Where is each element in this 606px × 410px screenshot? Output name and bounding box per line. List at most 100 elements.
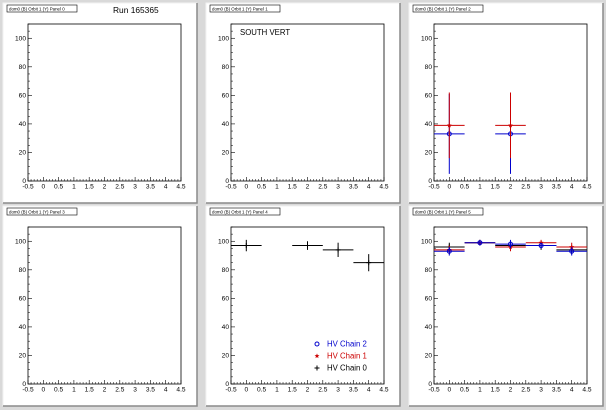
x-tick-label: 3.5 — [146, 387, 155, 394]
x-tick-label: 1 — [72, 387, 76, 394]
x-tick-label: 3.5 — [349, 184, 358, 191]
x-tick-label: -0.5 — [22, 387, 34, 394]
data-point — [366, 260, 372, 266]
data-point — [446, 122, 452, 128]
x-tick-label: 1 — [72, 184, 76, 191]
pad-bevel-light — [2, 2, 197, 203]
x-tick-label: 1 — [275, 387, 279, 394]
x-tick-label: 4 — [367, 184, 371, 191]
pad-bevel-dark — [3, 206, 198, 407]
x-tick-label: 1.5 — [288, 184, 297, 191]
legend-label: HV Chain 1 — [327, 352, 367, 361]
x-tick-label: 3 — [133, 184, 137, 191]
y-tick-label: 20 — [425, 353, 433, 360]
y-tick-label: 60 — [222, 93, 230, 100]
pad-background — [206, 3, 400, 203]
pad-title: dom0 (B) Orbit 1 (Y) Panel 3 — [9, 210, 65, 215]
x-tick-label: 4 — [570, 387, 574, 394]
data-point — [508, 241, 513, 247]
y-tick-label: 40 — [425, 121, 433, 128]
x-tick-label: 0 — [447, 184, 451, 191]
pad-background — [3, 206, 197, 406]
data-point — [538, 240, 544, 245]
x-tick-label: 0 — [447, 387, 451, 394]
x-tick-label: 1 — [478, 184, 482, 191]
y-tick-label: 0 — [428, 381, 432, 388]
data-point — [508, 122, 513, 128]
x-tick-label: 3.5 — [146, 184, 155, 191]
pad-title-box — [412, 4, 484, 13]
x-tick-label: -0.5 — [225, 387, 237, 394]
y-tick-label: 20 — [222, 150, 230, 157]
data-point — [538, 243, 544, 249]
y-tick-label: 40 — [425, 324, 433, 331]
x-tick-label: 0 — [244, 184, 248, 191]
x-tick-label: 1.5 — [491, 387, 500, 394]
pad-title-box — [6, 207, 78, 216]
y-tick-label: 80 — [222, 267, 230, 274]
pad-bevel-light — [2, 205, 197, 406]
y-tick-label: 80 — [425, 64, 433, 71]
x-tick-label: 4 — [367, 387, 371, 394]
data-point — [446, 248, 452, 254]
pad-title-box — [209, 207, 281, 216]
data-point — [477, 240, 483, 246]
data-point — [569, 244, 575, 250]
x-tick-label: 3 — [133, 387, 137, 394]
pad-bevel-dark — [409, 206, 604, 407]
y-tick-label: 80 — [425, 267, 433, 274]
y-tick-label: 60 — [19, 296, 27, 303]
x-tick-label: 0.5 — [54, 184, 63, 191]
y-tick-label: 20 — [222, 353, 230, 360]
y-tick-label: 100 — [421, 35, 432, 42]
y-tick-label: 40 — [19, 121, 27, 128]
x-tick-label: 4.5 — [379, 184, 388, 191]
pad-2: dom0 (B) Orbit 1 (Y) Panel 2-0.5 0 0.5 1 1.5… — [408, 2, 604, 204]
x-tick-label: -0.5 — [225, 184, 237, 191]
x-tick-label: 2.5 — [521, 184, 530, 191]
legend-marker — [314, 365, 320, 371]
pad-title-box — [412, 207, 484, 216]
y-tick-label: 0 — [22, 381, 26, 388]
x-tick-label: 0.5 — [460, 184, 469, 191]
data-point — [569, 248, 575, 254]
x-tick-label: 0.5 — [54, 387, 63, 394]
x-tick-label: 3 — [336, 184, 340, 191]
y-tick-label: 80 — [222, 64, 230, 71]
pad-title: dom0 (B) Orbit 1 (Y) Panel 0 — [9, 7, 65, 12]
pad-bevel-light — [205, 205, 400, 406]
x-tick-label: 1 — [275, 184, 279, 191]
pad-5: dom0 (B) Orbit 1 (Y) Panel 5-0.5 0 0.5 1 1.5… — [408, 205, 604, 407]
x-tick-label: 1.5 — [85, 184, 94, 191]
x-tick-label: 0 — [41, 184, 45, 191]
pad-bevel-light — [408, 205, 603, 406]
pad-annotation: SOUTH VERT — [240, 28, 290, 37]
x-tick-label: 0 — [41, 387, 45, 394]
y-tick-label: 40 — [19, 324, 27, 331]
pad-bevel-dark — [206, 3, 401, 204]
pad-title: dom0 (B) Orbit 1 (Y) Panel 2 — [415, 7, 471, 12]
pad-0: dom0 (B) Orbit 1 (Y) Panel 0-0.5 0 0.5 1 1.5… — [2, 2, 198, 204]
y-tick-label: 0 — [225, 178, 229, 185]
pad-bevel-light — [408, 2, 603, 203]
x-tick-label: 3 — [539, 387, 543, 394]
pad-background — [409, 3, 603, 203]
y-tick-label: 20 — [19, 150, 27, 157]
y-tick-label: 100 — [421, 238, 432, 245]
y-tick-label: 60 — [222, 296, 230, 303]
legend-label: HV Chain 0 — [327, 364, 368, 373]
x-tick-label: 4 — [570, 184, 574, 191]
pad-title: dom0 (B) Orbit 1 (Y) Panel 1 — [212, 7, 268, 12]
y-tick-label: 20 — [425, 150, 433, 157]
x-tick-label: 2.5 — [318, 184, 327, 191]
y-tick-label: 60 — [425, 93, 433, 100]
x-tick-label: 4.5 — [582, 184, 591, 191]
data-point — [305, 243, 310, 249]
y-tick-label: 20 — [19, 353, 27, 360]
pad-title: dom0 (B) Orbit 1 (Y) Panel 5 — [415, 210, 471, 215]
x-tick-label: 3.5 — [552, 184, 561, 191]
x-tick-label: 1.5 — [85, 387, 94, 394]
y-tick-label: 40 — [222, 324, 230, 331]
pad-bevel-dark — [206, 206, 401, 407]
